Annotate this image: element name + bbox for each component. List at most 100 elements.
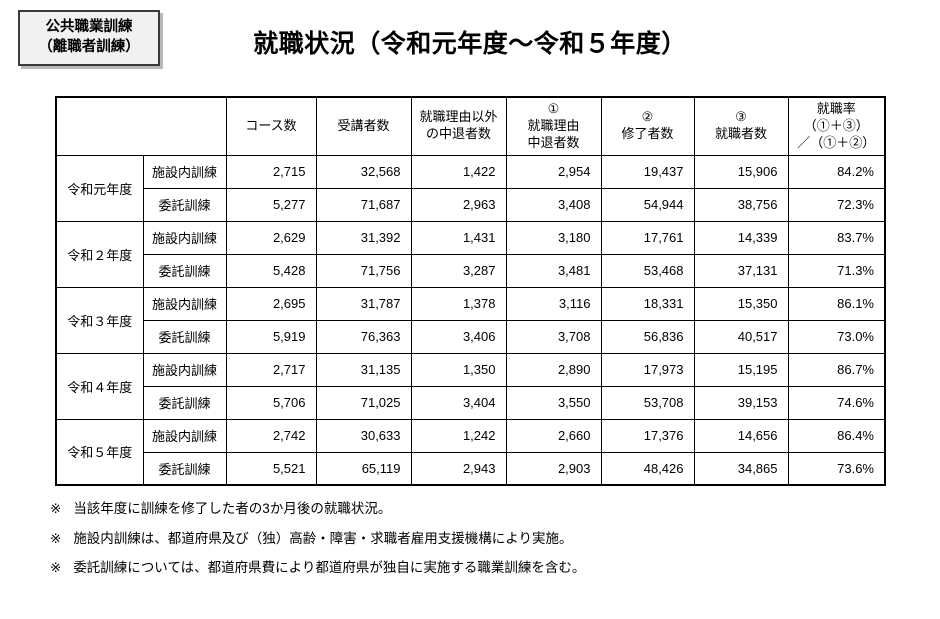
value-cell: 30,633 <box>315 418 412 453</box>
value-cell: 5,919 <box>225 319 317 354</box>
training-type-cell: 委託訓練 <box>142 253 227 288</box>
rate-cell: 86.1% <box>787 286 886 321</box>
value-cell: 15,350 <box>693 286 789 321</box>
year-cell: 令和３年度 <box>55 286 144 354</box>
col-header-course-count: コース数 <box>225 96 317 156</box>
rate-cell: 74.6% <box>787 385 886 420</box>
value-cell: 2,717 <box>225 352 317 387</box>
footnote-text: 当該年度に訓練を修了した者の3か月後の就職状況。 <box>73 501 392 516</box>
col-header-line: 中退者数 <box>527 134 580 150</box>
col-header-line: 就職理由以外 <box>419 109 498 125</box>
value-cell: 71,687 <box>315 187 412 222</box>
footnote-text: 委託訓練については、都道府県費により都道府県が独自に実施する職業訓練を含む。 <box>73 560 586 576</box>
value-cell: 2,695 <box>225 286 317 321</box>
employment-status-table-wrap: コース数 受講者数 就職理由以外 の中退者数 ① 就職理由 中退者数 ② 修了者… <box>55 96 886 486</box>
col-header-line: 就職理由 <box>527 117 580 133</box>
table-row: 委託訓練 5,706 71,025 3,404 3,550 53,708 39,… <box>56 385 886 420</box>
footnote-item: ※ 当該年度に訓練を修了した者の3か月後の就職状況。 <box>50 500 585 518</box>
value-cell: 76,363 <box>315 319 412 354</box>
value-cell: 2,715 <box>225 154 317 189</box>
training-type-cell: 委託訓練 <box>142 451 227 486</box>
training-type-cell: 施設内訓練 <box>142 220 227 255</box>
value-cell: 5,706 <box>225 385 317 420</box>
rate-cell: 83.7% <box>787 220 886 255</box>
value-cell: 2,954 <box>505 154 602 189</box>
year-cell: 令和４年度 <box>55 352 144 420</box>
value-cell: 5,277 <box>225 187 317 222</box>
value-cell: 1,242 <box>410 418 507 453</box>
footnote-item: ※ 施設内訓練は、都道府県及び（独）高齢・障害・求職者雇用支援機構により実施。 <box>50 530 585 548</box>
table-row: 委託訓練 5,428 71,756 3,287 3,481 53,468 37,… <box>56 253 886 288</box>
table-row: 令和５年度 施設内訓練 2,742 30,633 1,242 2,660 17,… <box>55 418 886 486</box>
value-cell: 3,550 <box>505 385 602 420</box>
value-cell: 3,708 <box>505 319 602 354</box>
year-cell: 令和元年度 <box>55 154 144 222</box>
col-header-non-employment-dropouts: 就職理由以外 の中退者数 <box>410 96 507 156</box>
value-cell: 18,331 <box>600 286 695 321</box>
rate-cell: 84.2% <box>787 154 886 189</box>
page-title: 就職状況（令和元年度～令和５年度） <box>253 30 687 58</box>
value-cell: 17,376 <box>600 418 695 453</box>
value-cell: 32,568 <box>315 154 412 189</box>
rate-cell: 73.0% <box>787 319 886 354</box>
col-header-employed: ③ 就職者数 <box>693 96 789 156</box>
value-cell: 3,408 <box>505 187 602 222</box>
footnote-item: ※ 委託訓練については、都道府県費により都道府県が独自に実施する職業訓練を含む。 <box>50 559 585 577</box>
rate-cell: 71.3% <box>787 253 886 288</box>
table-row: 令和元年度 施設内訓練 2,715 32,568 1,422 2,954 19,… <box>55 154 886 222</box>
value-cell: 2,660 <box>505 418 602 453</box>
value-cell: 3,406 <box>410 319 507 354</box>
table-header-row: コース数 受講者数 就職理由以外 の中退者数 ① 就職理由 中退者数 ② 修了者… <box>55 96 886 156</box>
rate-cell: 72.3% <box>787 187 886 222</box>
training-type-cell: 施設内訓練 <box>142 352 227 387</box>
employment-status-table: コース数 受講者数 就職理由以外 の中退者数 ① 就職理由 中退者数 ② 修了者… <box>55 96 886 486</box>
col-header-employment-rate: 就職率 （①＋③） ／（①＋②） <box>787 96 886 156</box>
value-cell: 40,517 <box>693 319 789 354</box>
footnote-marker: ※ <box>50 530 62 546</box>
col-header-line: ② <box>641 109 654 125</box>
col-header-line: 就職率 <box>816 100 856 116</box>
value-cell: 17,761 <box>600 220 695 255</box>
training-type-cell: 施設内訓練 <box>142 418 227 453</box>
value-cell: 14,339 <box>693 220 789 255</box>
value-cell: 2,903 <box>505 451 602 486</box>
value-cell: 31,392 <box>315 220 412 255</box>
rate-cell: 86.7% <box>787 352 886 387</box>
footnote-marker: ※ <box>50 501 62 516</box>
corner-label-line2: （離職者訓練） <box>38 39 140 56</box>
value-cell: 34,865 <box>693 451 789 486</box>
year-cell: 令和２年度 <box>55 220 144 288</box>
value-cell: 14,656 <box>693 418 789 453</box>
value-cell: 15,906 <box>693 154 789 189</box>
value-cell: 31,135 <box>315 352 412 387</box>
corner-label: 公共職業訓練 （離職者訓練） <box>18 10 160 66</box>
value-cell: 1,350 <box>410 352 507 387</box>
training-type-cell: 施設内訓練 <box>142 154 227 189</box>
value-cell: 2,890 <box>505 352 602 387</box>
col-header-line: ③ <box>735 109 747 125</box>
table-row: 委託訓練 5,277 71,687 2,963 3,408 54,944 38,… <box>56 187 886 222</box>
value-cell: 15,195 <box>693 352 789 387</box>
col-header-line: 就職者数 <box>714 126 767 142</box>
value-cell: 3,116 <box>505 286 602 321</box>
value-cell: 39,153 <box>693 385 789 420</box>
value-cell: 1,422 <box>410 154 507 189</box>
table-row: 令和４年度 施設内訓練 2,717 31,135 1,350 2,890 17,… <box>55 352 886 420</box>
value-cell: 31,787 <box>315 286 412 321</box>
footnote-text: 施設内訓練は、都道府県及び（独）高齢・障害・求職者雇用支援機構により実施。 <box>73 530 573 546</box>
footnotes: ※ 当該年度に訓練を修了した者の3か月後の就職状況。 ※ 施設内訓練は、都道府県… <box>50 500 585 589</box>
training-type-cell: 委託訓練 <box>142 319 227 354</box>
table-row: 委託訓練 5,521 65,119 2,943 2,903 48,426 34,… <box>56 451 886 486</box>
training-type-cell: 委託訓練 <box>142 385 227 420</box>
value-cell: 19,437 <box>600 154 695 189</box>
training-type-cell: 委託訓練 <box>142 187 227 222</box>
value-cell: 71,756 <box>315 253 412 288</box>
value-cell: 1,378 <box>410 286 507 321</box>
value-cell: 65,119 <box>315 451 412 486</box>
col-header-line: ① <box>547 100 560 116</box>
col-header-line: （①＋③） <box>803 117 869 133</box>
col-header-blank <box>55 96 227 156</box>
value-cell: 53,468 <box>600 253 695 288</box>
value-cell: 53,708 <box>600 385 695 420</box>
value-cell: 3,287 <box>410 253 507 288</box>
